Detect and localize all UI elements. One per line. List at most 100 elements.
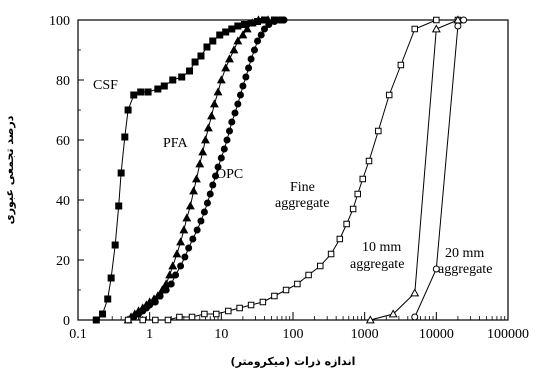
data-point — [189, 235, 197, 243]
data-point — [343, 220, 350, 228]
data-point — [433, 16, 440, 24]
data-point — [197, 217, 205, 225]
data-point — [200, 135, 210, 144]
data-point — [239, 82, 247, 90]
data-point — [189, 186, 199, 195]
data-point — [107, 274, 115, 282]
x-axis-title: اندازه ذرات (میکرومتر) — [231, 355, 356, 368]
y-tick-label: 80 — [56, 74, 70, 89]
data-point — [192, 174, 201, 183]
data-point — [432, 265, 440, 273]
data-point — [359, 175, 366, 183]
label-20mm-1: 20 mm — [445, 246, 484, 261]
data-point — [410, 288, 420, 297]
data-point — [162, 286, 170, 294]
data-point — [165, 270, 175, 279]
data-point — [92, 316, 100, 324]
data-point — [206, 190, 214, 198]
data-point — [236, 304, 243, 312]
y-tick-label: 100 — [49, 14, 70, 29]
x-tick-label: 0.1 — [69, 327, 87, 342]
data-point — [139, 316, 146, 324]
series-20-mm-aggregate — [411, 16, 468, 321]
data-point — [117, 169, 125, 177]
data-point — [124, 316, 132, 324]
data-point — [185, 244, 193, 252]
data-point — [198, 147, 208, 156]
data-point — [209, 37, 217, 45]
data-point — [181, 253, 189, 261]
data-point — [397, 61, 405, 69]
data-point — [137, 88, 145, 96]
data-point — [231, 109, 239, 117]
y-tick-label: 40 — [56, 194, 70, 209]
data-point — [160, 82, 168, 90]
data-point — [327, 250, 335, 258]
data-point — [223, 136, 231, 144]
data-point — [203, 123, 213, 132]
data-point — [411, 313, 419, 321]
data-point — [201, 310, 208, 318]
series-line — [414, 19, 464, 318]
data-point — [236, 91, 244, 99]
data-point — [220, 145, 228, 153]
data-point — [99, 310, 107, 318]
data-point — [176, 237, 186, 246]
data-point — [216, 31, 224, 39]
data-point — [259, 298, 267, 306]
data-point — [193, 226, 201, 234]
data-point — [254, 15, 263, 24]
label-csf: CSF — [93, 78, 118, 93]
data-point — [265, 21, 273, 28]
y-tick-label: 60 — [56, 134, 70, 149]
data-point — [214, 163, 222, 171]
data-point — [225, 54, 234, 63]
data-point — [182, 213, 192, 222]
data-point — [222, 28, 230, 36]
label-opc: OPC — [216, 167, 243, 182]
data-point — [177, 262, 185, 270]
data-point — [228, 25, 236, 33]
data-point — [156, 292, 164, 300]
data-point — [349, 205, 357, 213]
data-point — [203, 199, 211, 207]
x-tick-label: 100 — [283, 327, 304, 342]
data-point — [186, 67, 194, 75]
data-point — [172, 271, 180, 279]
data-point — [207, 111, 216, 120]
label-fine-1: Fine — [290, 180, 315, 195]
data-point — [460, 16, 468, 24]
data-point — [168, 261, 178, 270]
data-point — [188, 313, 196, 321]
data-point — [294, 280, 301, 288]
data-point — [365, 157, 373, 165]
data-point — [212, 172, 220, 180]
y-axis-title: درصد تجمعی عبوری — [3, 115, 16, 224]
data-point — [247, 18, 257, 27]
data-point — [375, 127, 382, 135]
x-tick-label: 1000 — [351, 327, 379, 342]
data-point — [282, 286, 290, 294]
data-point — [254, 37, 262, 45]
data-point — [176, 313, 183, 321]
data-point — [238, 30, 248, 39]
data-point — [250, 46, 258, 54]
data-point — [316, 262, 324, 270]
data-point — [233, 36, 243, 45]
data-point — [234, 22, 242, 30]
y-tick-label: 20 — [56, 254, 70, 269]
data-point — [144, 88, 152, 96]
data-point — [172, 249, 182, 258]
data-point — [209, 99, 219, 108]
data-point — [169, 76, 177, 84]
data-point — [151, 298, 159, 306]
data-point — [146, 301, 154, 309]
label-10mm-1: 10 mm — [362, 240, 401, 255]
y-axis: 0 20 40 60 80 100 — [49, 14, 84, 329]
x-tick-label: 10000 — [419, 327, 454, 342]
label-20mm-2: aggregate — [438, 262, 492, 277]
data-point — [121, 133, 129, 141]
label-pfa: PFA — [163, 136, 189, 151]
data-point — [213, 310, 220, 318]
